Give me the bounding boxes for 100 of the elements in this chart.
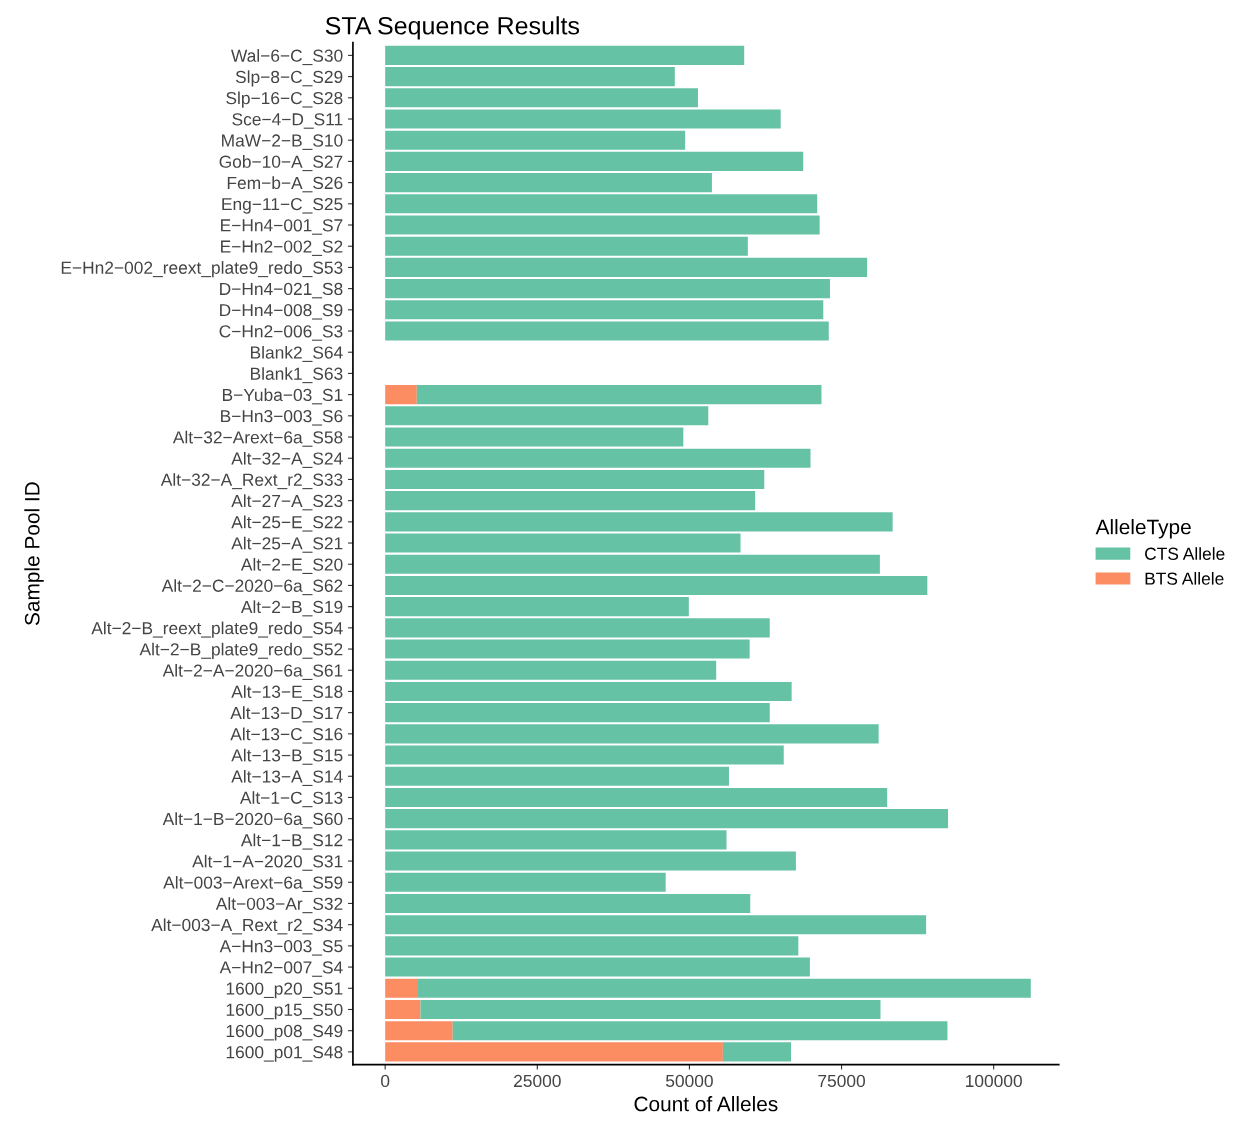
bar: [385, 130, 686, 150]
bar: [385, 893, 751, 914]
bar: [385, 957, 810, 977]
bar: [385, 406, 709, 426]
bar: [385, 385, 417, 405]
bar: [385, 279, 830, 299]
y-tick-label: Alt−13−B_S15: [231, 748, 343, 765]
bar: [385, 830, 727, 850]
y-tick-label: Alt−32−A_Rext_r2_S33: [160, 473, 343, 490]
bar: [385, 236, 748, 256]
y-tick-label: Alt−13−C_S16: [230, 727, 343, 744]
y-tick-label: Slp−16−C_S28: [226, 91, 343, 108]
y-tick-label: 1600_p15_S50: [226, 1003, 343, 1020]
bar: [385, 427, 684, 447]
bar: [385, 173, 712, 193]
bar: [385, 554, 880, 574]
y-tick-label: 1600_p01_S48: [226, 1046, 343, 1062]
y-tick-label: Alt−1−B−2020−6a_S60: [162, 812, 343, 829]
bar: [385, 257, 868, 277]
y-tick-label: Alt−1−B_S12: [240, 833, 343, 850]
y-tick-label: 1600_p08_S49: [226, 1024, 343, 1041]
bar: [385, 660, 717, 680]
legend-label: BTS Allele: [1145, 572, 1224, 585]
bar: [385, 766, 729, 786]
bar: [385, 681, 792, 701]
bar: [385, 618, 770, 638]
y-tick-label: D−Hn4−021_S8: [220, 282, 343, 299]
bar: [385, 151, 804, 171]
bar: [416, 385, 822, 405]
bar: [385, 194, 818, 214]
bar: [385, 88, 698, 108]
y-tick-label: B−Yuba−03_S1: [222, 388, 343, 405]
y-tick-label: A−Hn2−007_S4: [219, 961, 343, 977]
y-tick-label: A−Hn3−003_S5: [219, 940, 343, 956]
bar: [385, 745, 784, 765]
y-tick-label: Alt−2−B_S19: [240, 600, 343, 617]
y-tick-label: Alt−2−B_reext_plate9_redo_S54: [91, 621, 343, 638]
chart-title: STA Sequence Results: [325, 16, 580, 40]
bar: [385, 809, 949, 829]
y-tick-label: Alt−003−Ar_S32: [215, 897, 343, 914]
y-tick-label: Alt−32−Arext−6a_S58: [172, 430, 343, 447]
y-tick-label: E−Hn2−002_S2: [221, 240, 343, 256]
y-tick-label: Blank1_S63: [251, 367, 343, 384]
bar: [385, 915, 927, 935]
bar: [385, 1042, 723, 1062]
y-tick-label: Alt−1−C_S13: [239, 791, 343, 808]
y-tick-label: Alt−2−B_plate9_redo_S52: [139, 642, 343, 659]
y-tick-label: Alt−2−A−2020−6a_S61: [162, 663, 343, 680]
y-tick-label: MaW−2−B_S10: [222, 134, 343, 150]
y-tick-label: Alt−13−A_S14: [231, 769, 343, 786]
y-tick-label: C−Hn2−006_S3: [219, 325, 343, 341]
bar: [420, 999, 881, 1020]
bar: [385, 469, 765, 489]
bar: [385, 1021, 453, 1041]
y-tick-label: B−Hn3−003_S6: [221, 409, 343, 426]
y-tick-label: D−Hn4−008_S9: [220, 303, 343, 320]
bar: [385, 724, 879, 744]
y-tick-label: Wal−6−C_S30: [231, 49, 343, 66]
bar: [385, 300, 824, 320]
bar: [385, 597, 689, 617]
y-tick-label: E−Hn4−001_S7: [221, 219, 343, 235]
y-tick-label: Alt−003−Arext−6a_S59: [163, 875, 343, 893]
y-tick-label: Alt−27−A_S23: [231, 494, 343, 511]
bar: [385, 533, 741, 553]
x-tick-label: 0: [381, 1074, 390, 1088]
bar: [722, 1042, 792, 1062]
bar: [385, 872, 666, 892]
bar: [385, 491, 756, 511]
bar: [385, 67, 675, 87]
y-tick-label: Alt−25−E_S22: [231, 515, 343, 532]
bar: [385, 448, 811, 468]
bar: [385, 936, 799, 956]
bar: [385, 575, 928, 595]
bar: [385, 321, 829, 341]
y-tick-label: Slp−8−C_S29: [235, 70, 343, 87]
bar: [385, 512, 893, 532]
y-tick-label: Gob−10−A_S27: [219, 155, 343, 172]
y-tick-label: Blank2_S64: [251, 345, 343, 362]
bar: [418, 978, 1031, 998]
legend-title: AlleleType: [1095, 519, 1191, 539]
y-tick-label: 1600_p20_S51: [226, 982, 343, 999]
y-tick-label: Alt−1−A−2020_S31: [192, 854, 343, 871]
x-tick-label: 100000: [966, 1074, 1022, 1088]
y-tick-label: Alt−003−A_Rext_r2_S34: [151, 918, 343, 935]
y-tick-label: E−Hn2−002_reext_plate9_redo_S53: [61, 261, 343, 278]
x-tick-label: 75000: [818, 1074, 865, 1088]
y-tick-label: Alt−32−A_S24: [231, 451, 343, 468]
bar: [385, 999, 421, 1020]
x-tick-label: 50000: [665, 1074, 713, 1088]
bar: [385, 109, 781, 129]
bar: [385, 787, 888, 807]
x-axis-title: Count of Alleles: [634, 1096, 778, 1112]
y-tick-label: Fem−b−A_S26: [227, 176, 343, 193]
bar: [385, 703, 770, 723]
legend-label: CTS Allele: [1145, 547, 1225, 560]
bar: [452, 1021, 948, 1041]
y-tick-label: Alt−25−A_S21: [231, 536, 343, 553]
x-tick-label: 25000: [514, 1074, 561, 1088]
y-tick-label: Alt−2−E_S20: [240, 557, 343, 574]
bar: [385, 978, 419, 998]
